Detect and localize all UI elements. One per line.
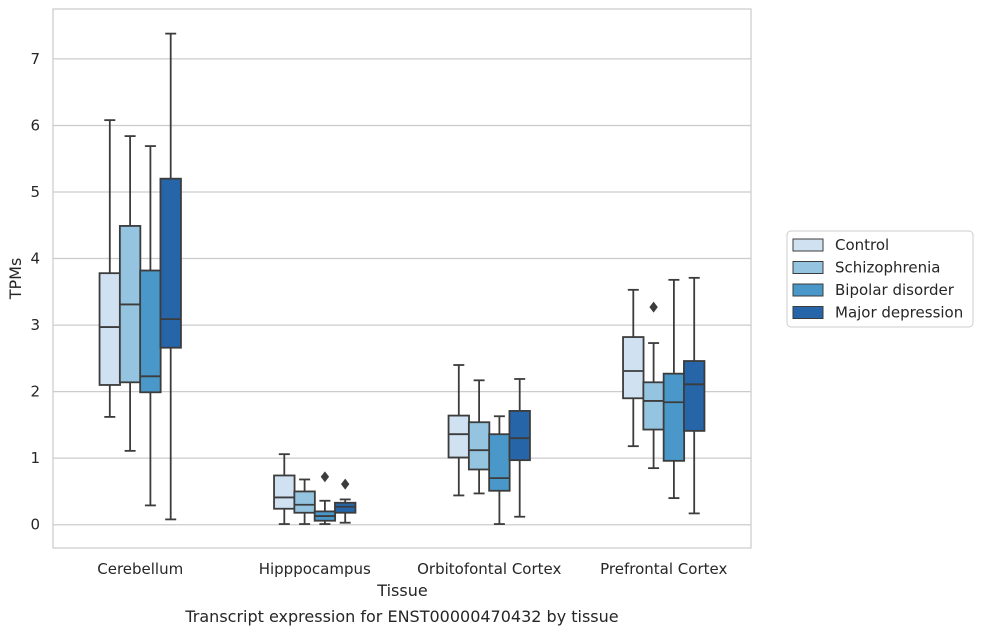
- y-tick-labels: 0 1 2 3 4 5 6 7: [30, 50, 40, 534]
- box-group: [447, 364, 531, 525]
- box: [467, 421, 491, 471]
- y-axis-label: TPMs: [6, 258, 25, 301]
- box-group: [273, 453, 357, 525]
- box-group: [98, 32, 182, 521]
- figure-caption: Transcript expression for ENST0000047043…: [184, 607, 618, 626]
- plot-frame: [52, 8, 752, 549]
- box-group: [622, 276, 706, 515]
- x-tick-label: Orbitofontal Cortex: [417, 560, 561, 578]
- box: [662, 372, 686, 462]
- legend-swatch: [792, 306, 824, 319]
- y-tick-label: 2: [30, 383, 40, 401]
- box: [273, 474, 296, 510]
- outlier-point: [341, 478, 350, 490]
- x-tick-label: Hipppocampus: [259, 560, 371, 578]
- box: [642, 381, 665, 431]
- y-tick-label: 0: [30, 516, 40, 534]
- y-tick-label: 3: [30, 316, 40, 334]
- legend-label: Schizophrenia: [835, 259, 940, 277]
- legend-label: Major depression: [835, 304, 963, 322]
- legend-swatch: [792, 283, 824, 297]
- box-groups: [98, 32, 706, 525]
- legend-label: Control: [835, 236, 889, 254]
- box: [334, 501, 357, 514]
- box: [683, 360, 706, 432]
- box: [98, 272, 121, 386]
- y-tick-label: 7: [30, 50, 40, 68]
- y-tick-label: 1: [30, 449, 40, 467]
- box: [508, 410, 531, 462]
- legend: Control Schizophrenia Bipolar disorder Majo…: [786, 230, 974, 328]
- outlier-point: [649, 301, 658, 313]
- box: [159, 177, 182, 349]
- box: [622, 336, 645, 400]
- legend-frame: [786, 230, 974, 328]
- outlier-point: [320, 471, 330, 483]
- x-axis-label: Tissue: [376, 581, 427, 600]
- legend-swatch: [792, 238, 824, 252]
- y-tick-label: 4: [30, 250, 40, 268]
- box: [293, 490, 316, 514]
- x-tick-labels: Cerebellum Hipppocampus Orbitofontal Corte…: [97, 560, 727, 578]
- y-tick-label: 5: [30, 183, 40, 201]
- box: [447, 414, 470, 459]
- box: [488, 433, 511, 492]
- x-tick-label: Prefrontal Cortex: [600, 560, 727, 578]
- x-tick-label: Cerebellum: [97, 560, 183, 578]
- box: [139, 269, 162, 394]
- y-tick-label: 6: [30, 116, 40, 134]
- legend-label: Bipolar disorder: [835, 281, 955, 299]
- legend-swatch: [792, 261, 824, 274]
